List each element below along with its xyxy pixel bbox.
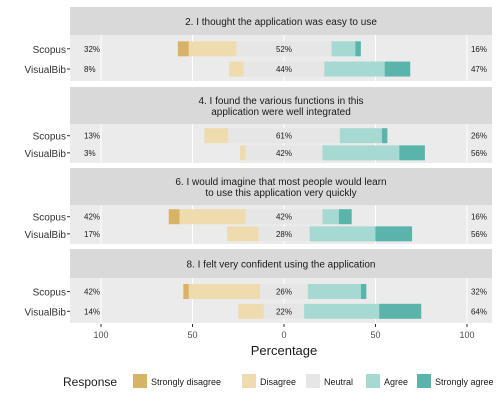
bar-segment-1-0-1 xyxy=(204,128,229,144)
left-pct-0-0: 32% xyxy=(84,45,100,54)
neutral-pct-0-1: 44% xyxy=(276,65,292,74)
legend-swatch-0 xyxy=(133,374,147,388)
bar-segment-3-1-3 xyxy=(304,303,380,319)
right-pct-1-0: 26% xyxy=(471,132,487,141)
bar-segment-1-1-3 xyxy=(322,145,400,161)
bar-segment-1-0-4 xyxy=(381,128,388,144)
bar-segment-0-0-0 xyxy=(177,41,189,57)
bar-segment-1-1-4 xyxy=(399,145,425,161)
bar-segment-2-1-1 xyxy=(227,226,259,242)
x-tick-label-3: 50 xyxy=(370,330,380,340)
bar-segment-2-0-4 xyxy=(338,209,352,225)
bar-segment-3-0-3 xyxy=(307,284,361,299)
row-label-0-1: VisualBib xyxy=(24,65,66,76)
x-axis-label: Percentage xyxy=(251,343,318,358)
bar-segment-2-0-0 xyxy=(168,209,180,225)
bar-segment-2-0-2 xyxy=(245,209,323,225)
right-pct-3-1: 64% xyxy=(471,307,487,316)
right-pct-0-0: 16% xyxy=(471,45,487,54)
legend-label-2: Neutral xyxy=(324,377,353,387)
legend-swatch-4 xyxy=(417,374,431,388)
bar-segment-3-1-2 xyxy=(263,303,305,319)
left-pct-2-0: 42% xyxy=(84,213,100,222)
bar-segment-0-0-2 xyxy=(236,41,332,57)
bar-segment-3-1-1 xyxy=(238,303,264,319)
left-pct-1-1: 3% xyxy=(84,149,96,158)
right-pct-3-0: 32% xyxy=(471,288,487,297)
legend-label-0: Strongly disagree xyxy=(151,377,221,387)
legend-label-3: Agree xyxy=(384,377,408,387)
bar-segment-1-0-2 xyxy=(228,128,340,144)
bar-segment-0-1-1 xyxy=(229,61,244,77)
neutral-pct-3-0: 26% xyxy=(276,288,292,297)
x-tick-label-0: 100 xyxy=(93,330,108,340)
bar-segment-2-1-4 xyxy=(375,226,413,242)
row-label-3-0: Scopus xyxy=(33,288,66,299)
panel-title-3-0: 8. I felt very confident using the appli… xyxy=(186,260,375,271)
panel-strip-0 xyxy=(70,7,492,35)
panel-title-0-0: 2. I thought the application was easy to… xyxy=(185,17,377,28)
neutral-pct-1-0: 61% xyxy=(276,132,292,141)
bar-segment-0-0-1 xyxy=(188,41,237,57)
neutral-pct-1-1: 42% xyxy=(276,149,292,158)
neutral-pct-2-1: 28% xyxy=(276,230,292,239)
bar-segment-2-1-3 xyxy=(309,226,376,242)
right-pct-0-1: 47% xyxy=(471,65,487,74)
legend-label-4: Strongly agree xyxy=(435,377,494,387)
row-label-1-0: Scopus xyxy=(33,132,66,143)
bar-segment-0-0-4 xyxy=(355,41,361,57)
bar-segment-0-1-4 xyxy=(384,61,411,77)
row-label-2-0: Scopus xyxy=(33,213,66,224)
left-pct-1-0: 13% xyxy=(84,132,100,141)
panel-title-1-1: application were well integrated xyxy=(211,107,351,118)
bar-segment-3-0-2 xyxy=(260,284,308,299)
left-pct-3-0: 42% xyxy=(84,288,100,297)
x-tick-label-2: 0 xyxy=(281,330,286,340)
bar-segment-0-0-3 xyxy=(331,41,356,57)
bar-segment-1-1-2 xyxy=(245,145,323,161)
panel-title-2-0: 6. I would imagine that most people woul… xyxy=(175,177,386,188)
bar-segment-3-1-4 xyxy=(379,303,422,319)
x-tick-label-4: 100 xyxy=(459,330,474,340)
bar-segment-2-0-3 xyxy=(322,209,339,225)
bar-segment-3-0-1 xyxy=(188,284,261,299)
legend-swatch-1 xyxy=(242,374,256,388)
panel-strip-2 xyxy=(70,168,492,205)
panel-title-1-0: 4. I found the various functions in this xyxy=(198,96,363,107)
bar-segment-0-1-2 xyxy=(243,61,325,77)
legend-label-1: Disagree xyxy=(260,377,296,387)
row-label-3-1: VisualBib xyxy=(24,307,66,318)
neutral-pct-3-1: 22% xyxy=(276,307,292,316)
right-pct-1-1: 56% xyxy=(471,149,487,158)
left-pct-2-1: 17% xyxy=(84,230,100,239)
legend-swatch-2 xyxy=(306,374,320,388)
legend-swatch-3 xyxy=(366,374,380,388)
bar-segment-2-0-1 xyxy=(179,209,246,225)
row-label-1-1: VisualBib xyxy=(24,149,66,160)
bar-segment-0-1-3 xyxy=(324,61,385,77)
neutral-pct-0-0: 52% xyxy=(276,45,292,54)
bar-segment-3-0-4 xyxy=(360,284,367,299)
left-pct-3-1: 14% xyxy=(84,307,100,316)
x-tick-label-1: 50 xyxy=(187,330,197,340)
bar-segment-1-1-1 xyxy=(240,145,246,161)
panel-strip-1 xyxy=(70,87,492,124)
left-pct-0-1: 8% xyxy=(84,65,96,74)
bar-segment-3-0-0 xyxy=(183,284,189,299)
panel-strip-3 xyxy=(70,249,492,278)
right-pct-2-0: 16% xyxy=(471,213,487,222)
right-pct-2-1: 56% xyxy=(471,230,487,239)
neutral-pct-2-0: 42% xyxy=(276,213,292,222)
bar-segment-2-1-2 xyxy=(258,226,310,242)
row-label-2-1: VisualBib xyxy=(24,230,66,241)
bar-segment-1-0-3 xyxy=(339,128,382,144)
legend-title: Response xyxy=(63,375,117,389)
panel-title-2-1: to use this application very quickly xyxy=(205,188,356,199)
row-label-0-0: Scopus xyxy=(33,45,66,56)
